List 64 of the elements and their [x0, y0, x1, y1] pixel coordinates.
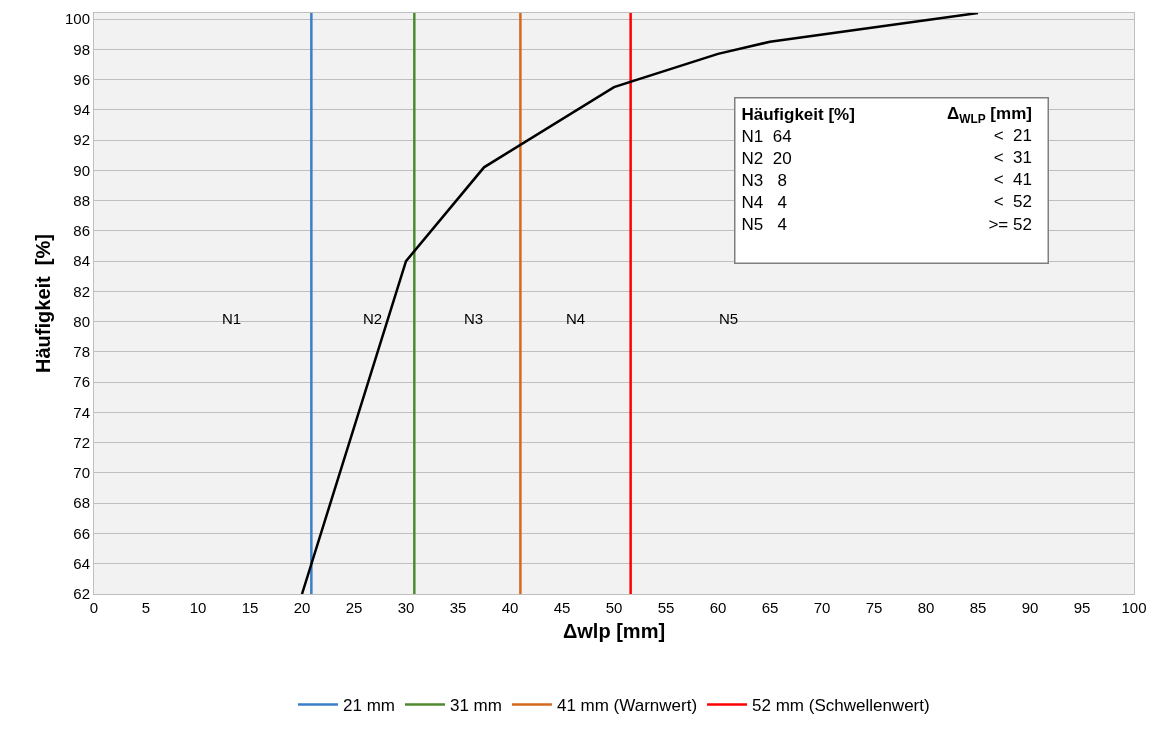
legend-label: 41 mm (Warnwert) [556, 696, 698, 716]
x-tick-label: 75 [865, 599, 883, 616]
annotation: < 52 [993, 192, 1032, 212]
x-tick-label: 15 [241, 599, 259, 616]
x-tick-label: 90 [1021, 599, 1039, 616]
x-tick-label: 65 [761, 599, 779, 616]
y-tick-label: 66 [73, 524, 90, 542]
x-tick-label: 30 [397, 599, 415, 616]
x-tick-label: 85 [969, 599, 987, 616]
annotation: N3 8 [741, 170, 787, 190]
y-tick-label: 74 [73, 403, 90, 421]
annotation: < 21 [993, 126, 1032, 146]
annotation: Häufigkeit [%] [741, 104, 855, 124]
x-tick-label: 5 [141, 599, 151, 616]
annotation: N1 [222, 310, 242, 327]
y-tick-label: 68 [73, 494, 90, 512]
y-tick-label: 92 [73, 131, 90, 149]
legend-label: 21 mm [343, 696, 395, 716]
y-tick-label: 64 [73, 554, 90, 572]
x-tick-label: 20 [293, 599, 311, 616]
legend-label: 31 mm [449, 696, 502, 716]
x-tick-label: 25 [345, 599, 363, 616]
y-tick-label: 82 [73, 282, 90, 300]
y-tick-label: 62 [73, 585, 90, 603]
y-tick-label: 70 [73, 464, 90, 482]
annotation: N3 [464, 310, 484, 327]
x-tick-label: 40 [501, 599, 519, 616]
annotation: N5 [719, 310, 739, 327]
annotation: >= 52 [988, 214, 1032, 234]
y-tick-label: 100 [64, 10, 90, 28]
y-axis-title: Häufigkeit [%] [32, 234, 55, 373]
x-tick-label: 95 [1073, 599, 1091, 616]
y-tick-label: 88 [73, 191, 90, 209]
annotation: N5 4 [741, 215, 787, 234]
y-tick-label: 98 [73, 40, 90, 58]
y-tick-label: 84 [73, 252, 90, 270]
x-tick-label: 100 [1121, 599, 1147, 616]
y-tick-label: 80 [73, 312, 90, 330]
x-tick-label: 50 [605, 599, 623, 616]
annotation: Δ$_{WLP}$ [mm] [947, 104, 1032, 126]
x-tick-label: 60 [709, 599, 727, 616]
annotation: < 41 [993, 170, 1032, 190]
y-tick-label: 78 [73, 343, 90, 361]
x-tick-label: 55 [657, 599, 675, 616]
annotation: N2 20 [741, 148, 792, 168]
x-tick-label: 45 [553, 599, 571, 616]
x-tick-label: 35 [449, 599, 467, 616]
x-tick-label: 0 [89, 599, 99, 616]
y-tick-label: 90 [73, 161, 90, 179]
y-tick-label: 96 [73, 70, 90, 88]
legend-label: 52 mm (Schwellenwert) [752, 696, 930, 716]
y-tick-label: 94 [73, 101, 90, 119]
annotation: N4 [566, 310, 586, 327]
annotation: N1 64 [741, 126, 792, 146]
x-axis-title: Δwlp [mm] [562, 619, 666, 642]
annotation: N2 [363, 310, 383, 327]
x-tick-label: 10 [189, 599, 207, 616]
x-tick-label: 80 [917, 599, 935, 616]
y-tick-label: 72 [73, 433, 90, 451]
x-tick-label: 70 [813, 599, 831, 616]
y-tick-label: 76 [73, 373, 90, 391]
annotation: < 31 [993, 148, 1032, 168]
y-tick-label: 86 [73, 222, 90, 240]
annotation: N4 4 [741, 192, 787, 212]
